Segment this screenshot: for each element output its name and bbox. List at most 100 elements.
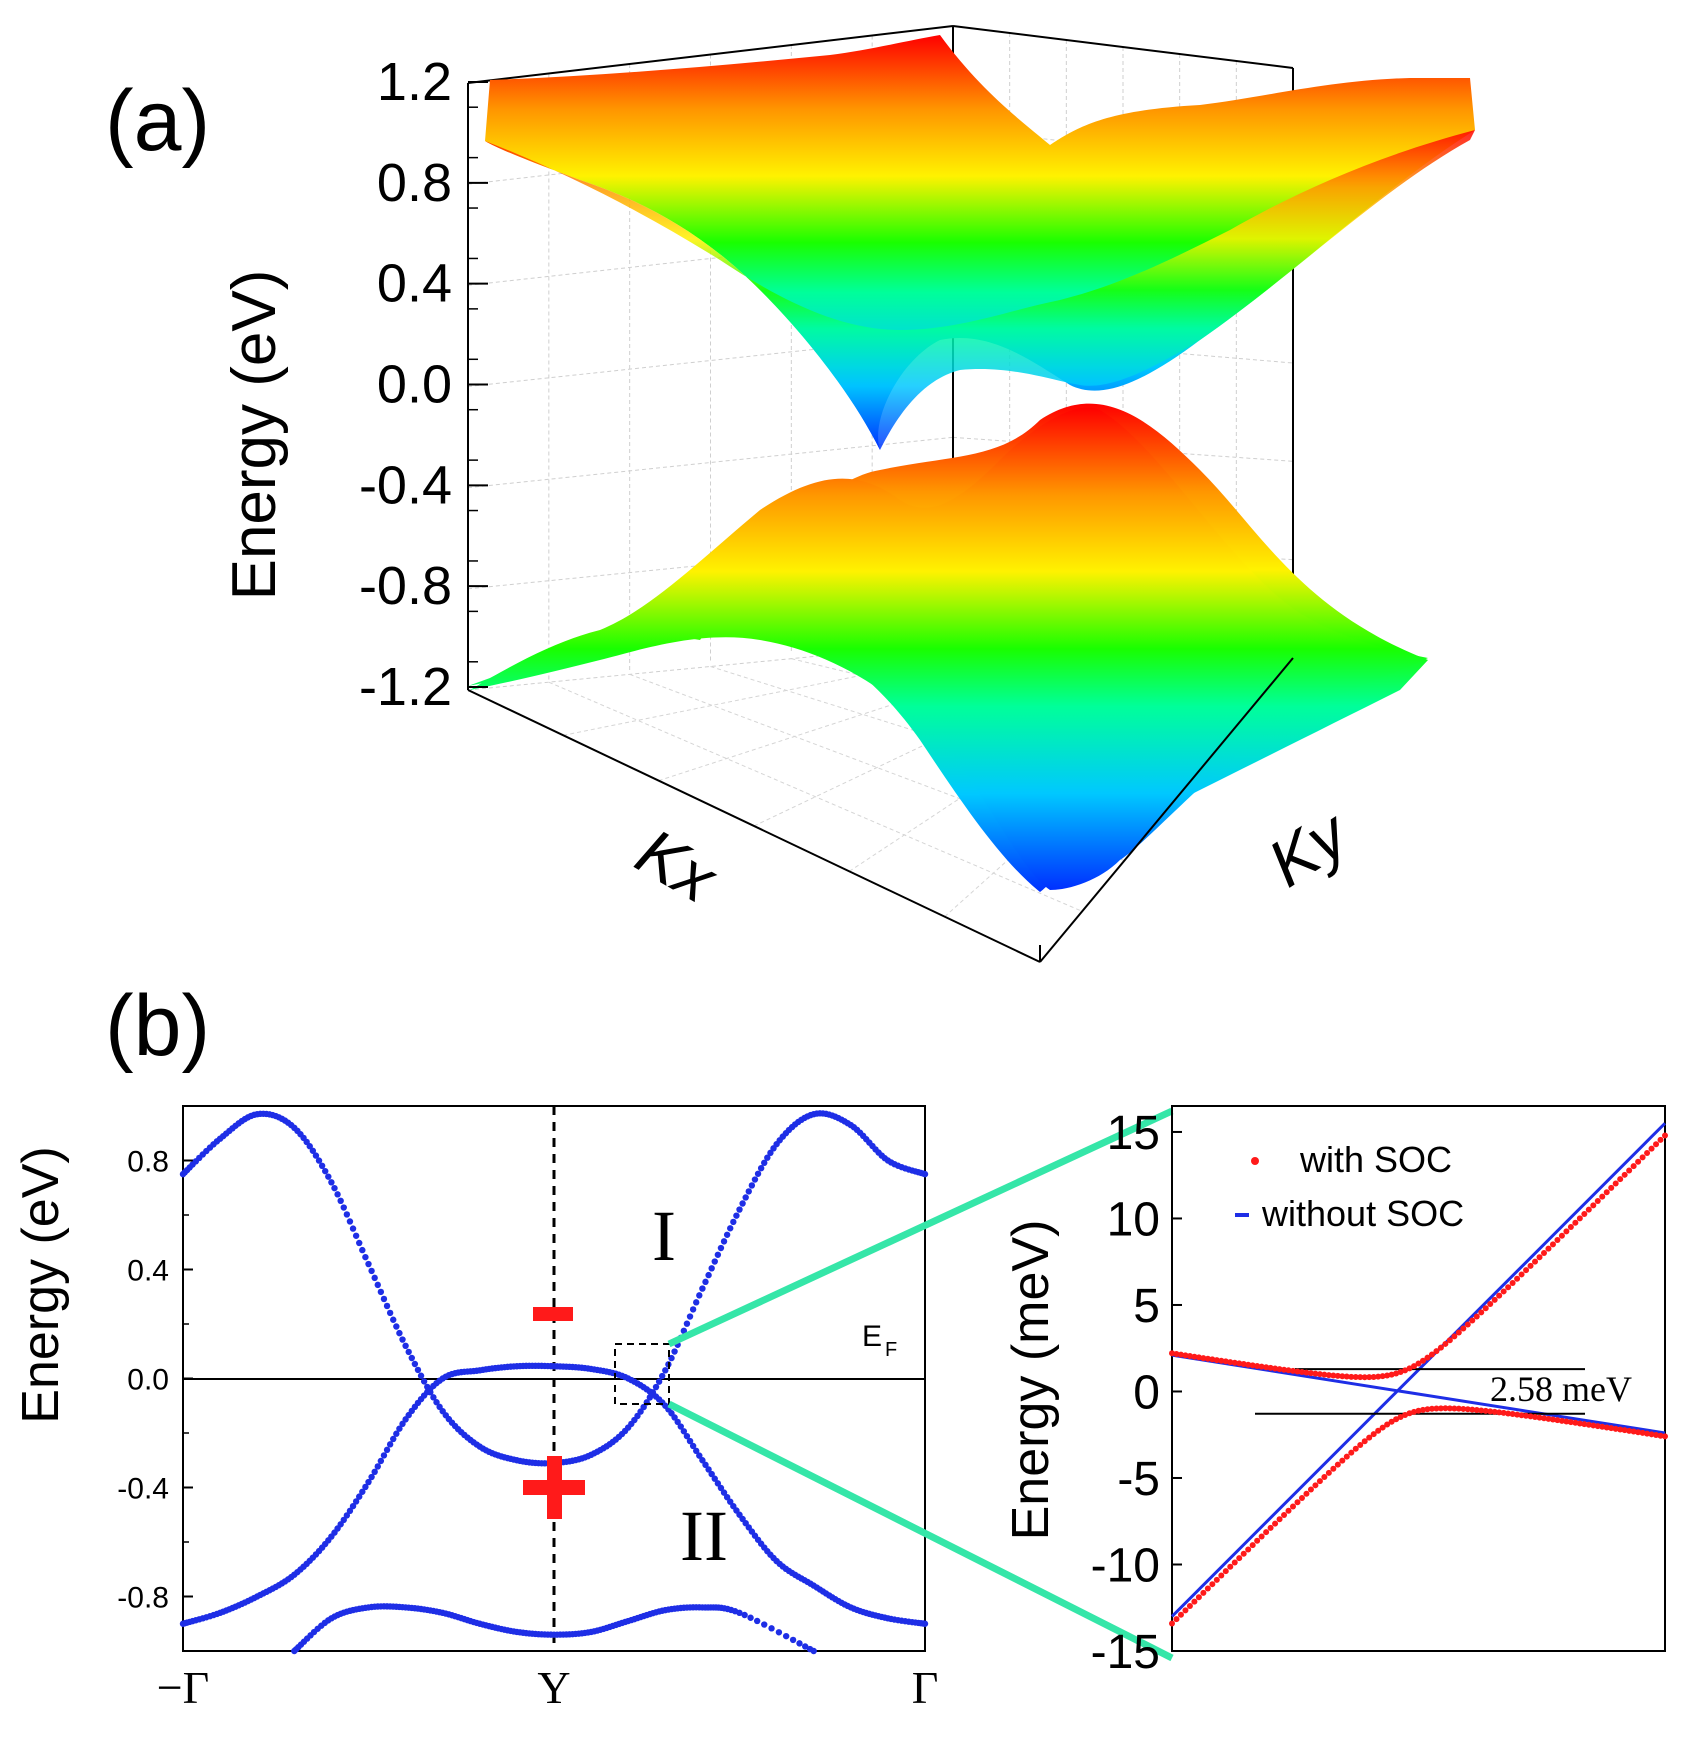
with-soc-dot	[1626, 1427, 1633, 1434]
band-dot	[417, 1372, 425, 1379]
box-edge	[1039, 657, 1294, 963]
with-soc-dot	[1343, 1453, 1350, 1460]
conduction-band-surface	[485, 35, 1475, 450]
band-dot	[349, 1502, 357, 1510]
band-dot	[789, 1636, 797, 1644]
with-soc-dot	[1576, 1420, 1583, 1427]
with-soc-dot	[1281, 1512, 1288, 1518]
with-soc-dot	[1482, 1305, 1489, 1312]
with-soc-dot	[1446, 1337, 1453, 1344]
band-dot	[352, 1498, 360, 1505]
with-soc-dot	[1536, 1414, 1543, 1421]
legend-with-soc-marker	[1251, 1157, 1259, 1165]
with-soc-dot	[1572, 1219, 1579, 1226]
y-tick-label: 0.0	[127, 1364, 169, 1397]
with-soc-dot	[1433, 1348, 1440, 1355]
band-dot	[377, 1457, 385, 1465]
with-soc-dot	[1209, 1356, 1216, 1363]
with-soc-dot	[1662, 1132, 1668, 1139]
band-dot	[727, 1225, 734, 1232]
x-tick-label: Γ	[912, 1662, 939, 1713]
y-tick-label: -0.8	[117, 1582, 169, 1615]
band-dot	[343, 1211, 351, 1218]
band-dot	[921, 1170, 929, 1178]
with-soc-dot	[1523, 1267, 1530, 1274]
with-soc-dot	[1451, 1405, 1458, 1412]
band-dot	[340, 1204, 347, 1211]
with-soc-dot	[1514, 1275, 1521, 1282]
band-dot	[349, 1225, 357, 1232]
band-dot	[374, 1281, 381, 1289]
inset-y-tick-label: 10	[1107, 1193, 1160, 1246]
with-soc-dot	[1245, 1546, 1252, 1553]
with-soc-dot	[1639, 1429, 1646, 1436]
band-dot	[757, 1164, 765, 1172]
with-soc-dot	[1267, 1364, 1274, 1371]
band-dot	[680, 1428, 688, 1435]
zoom-box	[614, 1343, 670, 1405]
band-dot	[328, 1179, 335, 1186]
with-soc-dot	[1635, 1158, 1642, 1165]
band-dot	[717, 1484, 725, 1492]
with-soc-dot	[1245, 1361, 1252, 1368]
with-soc-dot	[1249, 1542, 1256, 1549]
with-soc-dot	[1402, 1367, 1409, 1374]
with-soc-dot	[1195, 1594, 1202, 1601]
with-soc-dot	[1321, 1473, 1328, 1480]
with-soc-dot	[1496, 1409, 1503, 1416]
band-dot	[396, 1329, 403, 1337]
band-dot	[343, 1512, 351, 1519]
with-soc-dot	[1635, 1429, 1642, 1436]
z-tick-label: -0.8	[359, 556, 452, 616]
inset-y-tick-label: -10	[1091, 1539, 1160, 1592]
panel-a-front-edges	[467, 657, 1294, 963]
with-soc-dot	[1612, 1425, 1619, 1432]
with-soc-dot	[1599, 1423, 1606, 1430]
with-soc-dot	[1254, 1537, 1261, 1544]
with-soc-dot	[1204, 1585, 1211, 1592]
with-soc-dot	[1523, 1412, 1530, 1419]
with-soc-dot	[1662, 1433, 1668, 1440]
with-soc-dot	[1419, 1357, 1426, 1364]
band-dot	[365, 1260, 372, 1268]
band-dot	[801, 1643, 809, 1650]
with-soc-dot	[1532, 1258, 1539, 1265]
with-soc-dot	[1603, 1189, 1610, 1196]
with-soc-dot	[1406, 1365, 1413, 1372]
with-soc-dot	[1384, 1372, 1391, 1379]
with-soc-dot	[1630, 1163, 1637, 1170]
with-soc-dot	[1330, 1372, 1337, 1379]
band-dot	[674, 1418, 681, 1426]
legend-with-soc-label: with SOC	[1299, 1139, 1452, 1180]
band-dot	[420, 1378, 428, 1385]
with-soc-dot	[1464, 1321, 1471, 1328]
band-dot	[414, 1366, 422, 1374]
with-soc-dot	[1437, 1405, 1444, 1412]
band-dot	[741, 1611, 748, 1619]
band-dot	[399, 1420, 406, 1428]
with-soc-dot	[1563, 1228, 1570, 1235]
z-tick-label: -1.2	[359, 657, 452, 717]
parity-plus-sign-vertical	[547, 1456, 562, 1519]
with-soc-dot	[1330, 1465, 1337, 1472]
band-dot	[380, 1295, 388, 1303]
with-soc-dot	[1258, 1533, 1265, 1540]
with-soc-dot	[1276, 1516, 1283, 1523]
with-soc-dot	[1303, 1369, 1310, 1376]
with-soc-dot	[1397, 1413, 1404, 1420]
with-soc-dot	[1518, 1412, 1525, 1419]
with-soc-dot	[1594, 1197, 1601, 1204]
with-soc-dot	[1567, 1224, 1574, 1231]
band-dot	[386, 1309, 394, 1317]
with-soc-dot	[1213, 1357, 1220, 1364]
with-soc-dot	[1500, 1288, 1507, 1295]
with-soc-dot	[1540, 1249, 1547, 1256]
with-soc-dot	[1240, 1550, 1247, 1557]
with-soc-dot	[1352, 1374, 1359, 1381]
with-soc-dot	[1352, 1445, 1359, 1452]
region-label-I: I	[652, 1196, 676, 1276]
with-soc-dot	[1298, 1494, 1305, 1501]
band-dot	[693, 1299, 700, 1306]
band-dot	[356, 1239, 363, 1247]
with-soc-dot	[1240, 1361, 1247, 1368]
